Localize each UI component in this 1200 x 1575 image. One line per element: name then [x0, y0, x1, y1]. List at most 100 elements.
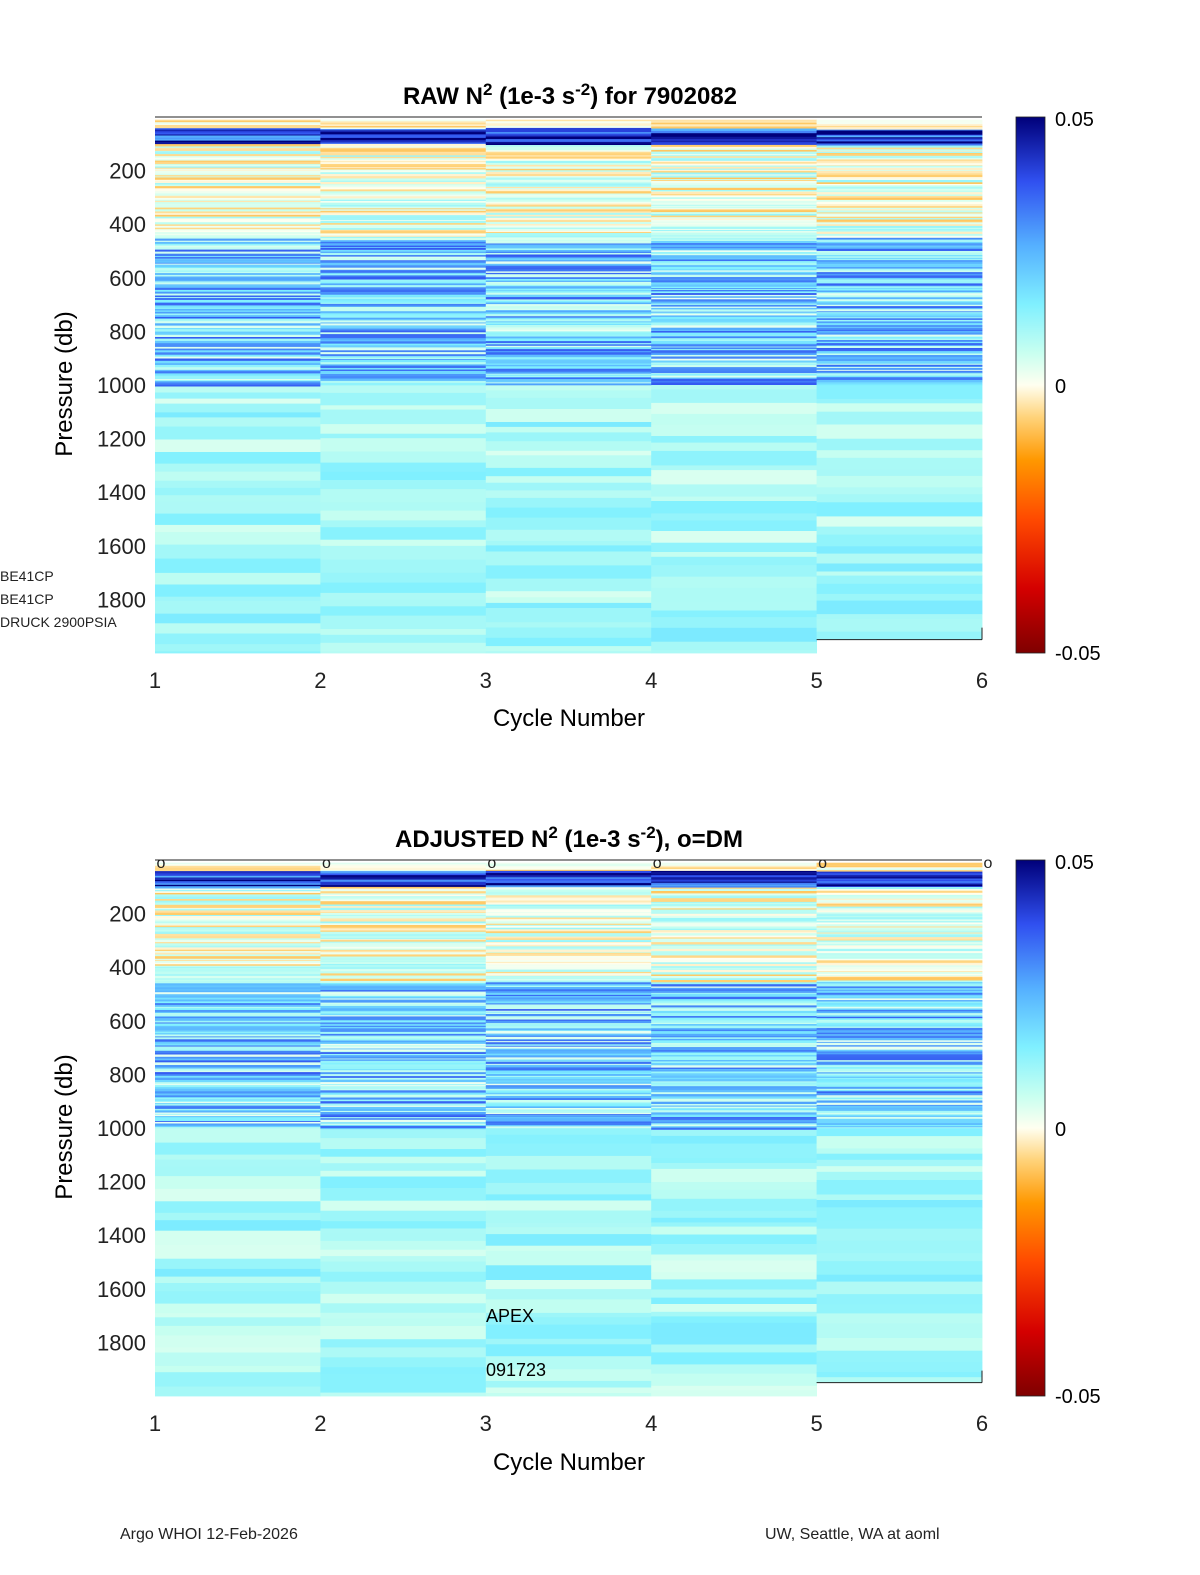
n2-cell [816, 998, 983, 1001]
n2-cell [155, 264, 321, 268]
n2-cell [320, 1042, 487, 1045]
n2-cell [155, 293, 321, 296]
n2-cell [155, 215, 321, 218]
n2-cell [816, 403, 983, 412]
n2-cell [816, 906, 983, 909]
n2-cell [651, 349, 817, 351]
n2-cell [816, 304, 983, 307]
n2-cell [320, 1240, 487, 1251]
n2-cell [651, 358, 817, 361]
n2-cell [320, 1156, 487, 1164]
n2-cell [816, 137, 983, 139]
n2-cell [320, 502, 487, 511]
n2-cell [320, 281, 487, 284]
n2-cell [320, 224, 487, 227]
footer-right-text: UW, Seattle, WA at aoml [765, 1526, 940, 1543]
n2-cell [651, 1003, 817, 1006]
n2-cell [485, 989, 652, 992]
n2-cell [485, 338, 652, 342]
n2-cell [485, 1046, 652, 1049]
n2-cell [485, 334, 652, 337]
y-tick-label: 1400 [97, 1223, 146, 1248]
cycle-column-3 [485, 119, 652, 654]
n2-cell [320, 241, 487, 244]
x-tick-label: 4 [645, 1411, 657, 1436]
n2-cell [816, 1118, 983, 1122]
n2-cell [155, 869, 321, 872]
n2-cell [816, 179, 983, 181]
n2-cell [485, 224, 652, 226]
n2-cell [155, 918, 321, 920]
n2-cell [485, 164, 652, 167]
n2-cell [816, 130, 983, 134]
n2-cell [155, 1121, 321, 1124]
n2-cell [651, 144, 817, 148]
y-tick-label: 600 [109, 1009, 146, 1034]
n2-cell [155, 371, 321, 374]
n2-cell [816, 953, 983, 956]
n2-cell [320, 881, 487, 884]
n2-cell [485, 893, 652, 896]
n2-cell [155, 989, 321, 991]
n2-cell [816, 874, 983, 878]
n2-cell [320, 202, 487, 206]
n2-cell [816, 996, 983, 999]
n2-cell [816, 352, 983, 354]
n2-cell [651, 277, 817, 280]
n2-cell [320, 982, 487, 985]
n2-cell [155, 879, 321, 882]
n2-cell [651, 980, 817, 983]
n2-cell [155, 1127, 321, 1129]
n2-cell [485, 1338, 652, 1345]
n2-cell [485, 214, 652, 217]
n2-cell [485, 622, 652, 628]
y-tick-label: 200 [109, 902, 146, 927]
n2-cell [155, 1008, 321, 1011]
n2-cell [651, 1047, 817, 1049]
n2-cell [485, 1032, 652, 1034]
n2-cell [816, 932, 983, 935]
n2-cell [320, 891, 487, 894]
n2-cell [485, 1063, 652, 1066]
n2-cell [651, 1163, 817, 1170]
n2-cell [816, 261, 983, 265]
n2-cell [485, 907, 652, 909]
n2-cell [155, 1154, 321, 1160]
n2-cell [816, 190, 983, 193]
n2-cell [320, 1033, 487, 1036]
n2-cell [155, 238, 321, 241]
n2-cell [485, 1169, 652, 1184]
n2-cell [320, 328, 487, 331]
n2-cell [651, 917, 817, 921]
n2-cell [651, 902, 817, 905]
n2-cell [320, 954, 487, 956]
n2-cell [155, 919, 321, 922]
n2-cell [155, 1043, 321, 1046]
n2-cell [651, 237, 817, 240]
n2-cell [155, 159, 321, 161]
n2-cell [155, 981, 321, 984]
n2-cell [651, 1110, 817, 1113]
n2-cell [651, 1117, 817, 1119]
n2-cell [320, 247, 487, 249]
n2-cell [320, 926, 487, 929]
n2-cell [155, 1065, 321, 1068]
n2-cell [816, 1240, 983, 1254]
n2-cell [816, 283, 983, 286]
n2-cell [651, 1087, 817, 1091]
n2-cell [651, 967, 817, 970]
n2-cell [155, 167, 321, 170]
n2-cell [155, 240, 321, 243]
n2-cell [320, 1059, 487, 1062]
n2-cell [651, 962, 817, 965]
n2-cell [485, 1026, 652, 1029]
n2-cell [816, 207, 983, 210]
n2-cell [155, 329, 321, 332]
n2-cell [485, 314, 652, 317]
n2-cell [816, 169, 983, 172]
n2-cell [485, 1042, 652, 1045]
n2-cell [816, 1006, 983, 1009]
n2-cell [485, 1118, 652, 1120]
n2-cell [485, 359, 652, 362]
n2-cell [816, 904, 983, 907]
